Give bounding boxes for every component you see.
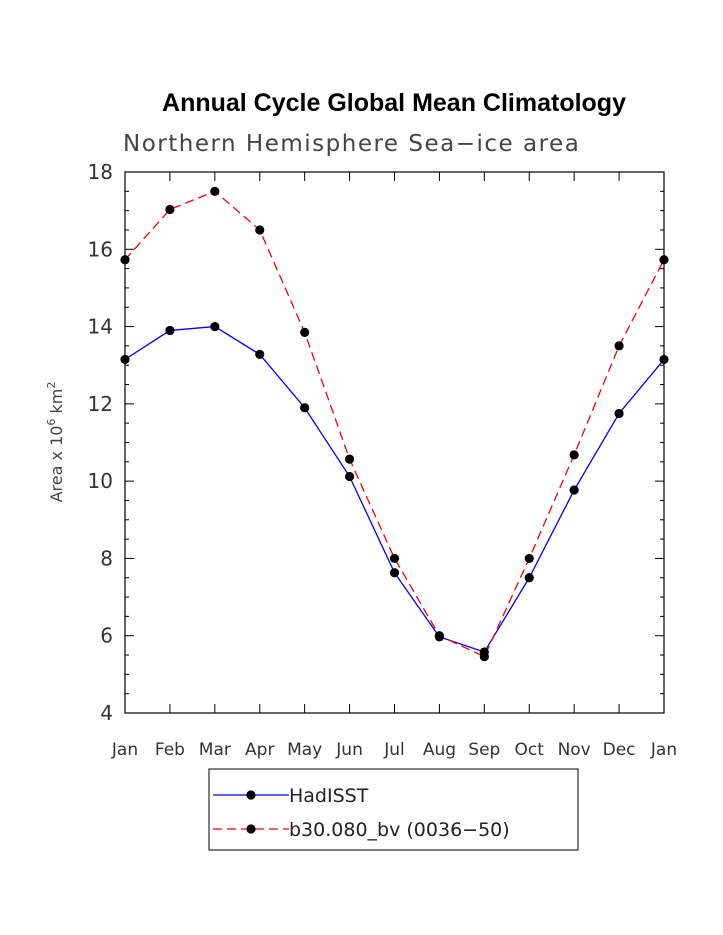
y-tick-label: 12 [88,392,113,416]
y-tick-label: 8 [100,546,113,570]
data-point-hadisst [120,354,130,365]
data-point-model [120,255,130,265]
data-point-model [210,186,220,196]
axes: 4 6 8 10 12 14 16 18 Jan Feb Mar Apr May Jun Jul Aug Sep… [88,160,678,760]
x-tick-label: Jan [650,740,677,760]
x-tick-label: Feb [155,740,185,760]
y-axis-label-exponent: 6 [45,419,58,426]
legend-label-model: b30.080_bv (0036−50) [289,819,510,841]
x-tick-label: Jan [111,740,138,760]
y-tick-label: 14 [88,315,113,339]
legend: HadISST b30.080_bv (0036−50) [208,768,579,851]
y-tick-label: 6 [100,624,113,648]
data-point-model [344,454,355,464]
series-layer [120,186,669,662]
data-point-hadisst [344,471,355,482]
legend-marker-hadisst [246,790,256,800]
x-tick-label: Mar [199,740,231,760]
y-tick-label: 10 [88,469,113,493]
y-axis-label-unit: km [47,389,66,414]
data-point-hadisst [389,568,400,578]
y-tick-label: 16 [88,237,113,261]
svg-text:Area x 106 km2: Area x 106 km2 [45,382,66,503]
chart-title: Annual Cycle Global Mean Climatology [162,89,626,117]
data-point-model [300,327,310,337]
x-tick-label: Jun [335,740,363,760]
series-line-model [124,190,665,658]
series-line-hadisst [124,325,665,653]
x-tick-label: Oct [515,740,545,760]
data-point-hadisst [165,325,175,336]
y-axis-label-unit-exponent: 2 [45,382,58,389]
plot-frame [124,171,665,714]
x-tick-label: Apr [245,740,274,760]
data-point-model [524,553,534,564]
y-tick-label: 18 [88,160,113,184]
data-point-hadisst [659,354,669,365]
x-tick-label: Jul [383,740,405,760]
data-point-hadisst [255,349,265,359]
data-point-model [434,631,445,641]
legend-label-hadisst: HadISST [289,785,369,807]
legend-marker-model [246,824,256,834]
data-point-hadisst [614,408,624,419]
data-point-hadisst [300,403,310,413]
y-axis-label-text: Area x 10 [47,426,66,503]
data-point-model [255,225,265,235]
data-point-hadisst [210,321,220,332]
data-point-model [479,651,489,662]
data-point-model [614,341,624,351]
legend-box [208,768,579,851]
x-tick-label: Dec [603,740,636,760]
x-tick-label: Sep [468,740,500,760]
data-point-model [165,204,175,215]
data-point-model [659,255,669,265]
x-tick-label: Aug [423,740,456,760]
x-tick-label: Nov [558,740,591,760]
data-point-hadisst [524,573,534,583]
data-point-model [389,553,400,564]
data-point-model [569,450,579,460]
x-tick-label: May [287,740,322,760]
chart-subtitle: Northern Hemisphere Sea−ice area [123,131,580,157]
y-tick-label: 4 [100,701,113,725]
data-point-hadisst [569,485,579,495]
y-axis-label: Area x 106 km2 [45,382,66,503]
